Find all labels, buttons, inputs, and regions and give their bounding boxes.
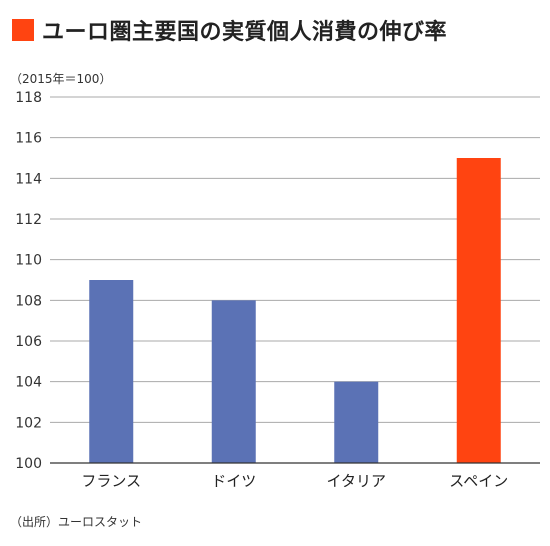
y-tick-label-104: 104 [15, 375, 42, 391]
chart-title: ユーロ圏主要国の実質個人消費の伸び率 [42, 20, 448, 45]
unit-note: （2015年＝100） [10, 72, 112, 86]
chart-title-row: ユーロ圏主要国の実質個人消費の伸び率 [12, 14, 447, 46]
bars [89, 158, 501, 463]
category-label-1: フランス [81, 472, 141, 490]
source-note: （出所）ユーロスタット [10, 515, 143, 529]
y-tick-label-116: 116 [15, 131, 42, 147]
y-tick-label-112: 112 [15, 212, 42, 228]
y-tick-label-108: 108 [15, 293, 42, 309]
bar-4 [456, 158, 501, 463]
y-tick-label-106: 106 [15, 334, 42, 350]
category-label-4: スペイン [449, 472, 508, 490]
category-label-2: ドイツ [211, 472, 256, 490]
bar-3 [334, 381, 379, 463]
category-label-3: イタリア [327, 472, 386, 490]
y-tick-label-110: 110 [15, 253, 42, 269]
title-marker-square [12, 19, 34, 41]
x-axis-categories: フランス ドイツ イタリア スペイン [81, 472, 508, 490]
bar-2 [211, 300, 256, 463]
y-tick-label-118: 118 [15, 90, 42, 106]
y-tick-label-100: 100 [15, 456, 42, 472]
y-tick-label-102: 102 [15, 415, 42, 431]
y-tick-label-114: 114 [15, 171, 42, 187]
y-axis-ticks: 100 102 104 106 108 110 112 114 116 118 [15, 90, 42, 472]
bar-1 [89, 280, 134, 463]
